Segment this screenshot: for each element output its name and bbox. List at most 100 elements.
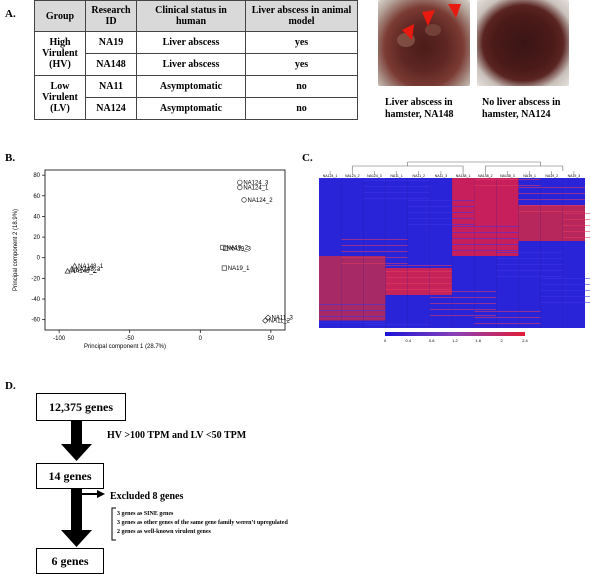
heatmap-row bbox=[540, 284, 590, 285]
x-axis-label: Principal component 1 (28.7%) bbox=[84, 344, 166, 350]
column-label: NA11_3 bbox=[435, 174, 447, 178]
panel-label-b: B. bbox=[5, 152, 16, 164]
point-label: NA148_3 bbox=[75, 267, 101, 273]
point-label: NA148_1 bbox=[78, 264, 104, 270]
point-label: NA124_3 bbox=[243, 180, 269, 186]
scale-tick-label: 0 bbox=[384, 338, 387, 343]
heatmap-block bbox=[385, 268, 452, 295]
heatmap-row bbox=[341, 245, 408, 246]
down-arrow-shaft bbox=[71, 420, 82, 446]
down-arrow-shaft bbox=[71, 488, 82, 532]
panel-label-a: A. bbox=[5, 8, 16, 20]
liver-abscess-photo bbox=[378, 0, 470, 86]
data-point bbox=[71, 262, 78, 269]
heatmap-row bbox=[429, 315, 497, 316]
heatmap-row bbox=[319, 304, 386, 305]
heatmap-row bbox=[496, 264, 563, 265]
scale-tick-label: 1.2 bbox=[452, 338, 458, 343]
point-label: NA19_1 bbox=[228, 266, 250, 272]
red-arrow bbox=[448, 4, 461, 18]
data-point bbox=[223, 245, 229, 252]
heatmap-row bbox=[562, 237, 590, 238]
y-axis-label: Principal component 2 (18.9%) bbox=[13, 209, 19, 291]
heatmap-row bbox=[363, 324, 430, 325]
column-label: NA19_2 bbox=[545, 174, 558, 178]
heatmap-row bbox=[319, 178, 386, 179]
column-label: NA148_2 bbox=[478, 174, 493, 178]
data-point bbox=[220, 244, 226, 250]
heatmap-row bbox=[474, 185, 541, 186]
heatmap-row bbox=[474, 311, 541, 312]
heatmap-row bbox=[540, 302, 590, 303]
column-label: NA124_2 bbox=[345, 174, 360, 178]
scale-tick-label: 2.4 bbox=[522, 338, 528, 343]
heatmap-row bbox=[407, 200, 475, 201]
heatmap-row bbox=[496, 258, 563, 259]
heatmap-row bbox=[407, 224, 475, 225]
heatmap-row bbox=[540, 290, 590, 291]
heatmap-row bbox=[474, 323, 541, 324]
row-status: Asymptomatic bbox=[136, 97, 246, 120]
heatmap-row bbox=[385, 283, 452, 284]
heatmap-row bbox=[452, 232, 519, 233]
header-animal-model: Liver abscess in animal model bbox=[245, 0, 358, 32]
scale-tick-label: 1.6 bbox=[476, 338, 482, 343]
heatmap-row bbox=[452, 244, 519, 245]
y-tick-label: -20 bbox=[31, 276, 40, 282]
excluded-label: Excluded 8 genes bbox=[110, 491, 184, 502]
group-lv: Low Virulent (LV) bbox=[34, 75, 86, 120]
point-label: NA124_1 bbox=[243, 186, 269, 192]
data-point bbox=[68, 265, 75, 272]
reason-line: 3 genes as other genes of the same gene … bbox=[117, 520, 288, 526]
heatmap-row bbox=[407, 218, 475, 219]
column-label: NA11_2 bbox=[413, 174, 425, 178]
scale-tick-label: 0.8 bbox=[429, 338, 435, 343]
heatmap-row bbox=[341, 263, 408, 264]
header-group: Group bbox=[34, 0, 86, 32]
color-scale-bar bbox=[385, 332, 525, 336]
reasons-bracket bbox=[111, 507, 116, 541]
heatmap-row bbox=[540, 296, 590, 297]
heatmap-row bbox=[452, 250, 519, 251]
mid-genes-box: 14 genes bbox=[36, 463, 104, 489]
heatmap-row bbox=[363, 186, 430, 187]
heatmap-row bbox=[496, 276, 563, 277]
heatmap-block bbox=[319, 256, 386, 321]
expression-heatmap: NA124_1 NA124_2 NA124_3 NA11_1 NA11_2 NA11_3 N… bbox=[319, 161, 590, 343]
y-tick-label: 60 bbox=[33, 194, 40, 200]
heatmap-row bbox=[518, 211, 585, 212]
heatmap-row bbox=[319, 322, 386, 323]
red-arrow bbox=[402, 24, 414, 40]
y-tick-label: -40 bbox=[31, 297, 40, 303]
heatmap-block bbox=[452, 178, 519, 256]
heatmap-row bbox=[319, 316, 386, 317]
heatmap-row bbox=[407, 206, 475, 207]
heatmap-row bbox=[341, 239, 408, 240]
heatmap-row bbox=[363, 192, 430, 193]
scale-tick-label: 0.4 bbox=[406, 338, 412, 343]
panel-label-d: D. bbox=[5, 380, 16, 392]
heatmap-row bbox=[518, 205, 585, 206]
data-point bbox=[237, 184, 243, 191]
heatmap-row bbox=[452, 226, 519, 227]
red-arrow bbox=[422, 10, 435, 26]
column-label: NA124_3 bbox=[367, 174, 382, 178]
heatmap-row bbox=[341, 257, 408, 258]
heatmap-row bbox=[518, 193, 585, 194]
heatmap-row bbox=[474, 317, 541, 318]
heatmap-row bbox=[319, 310, 386, 311]
data-point bbox=[221, 265, 227, 271]
point-label: NA148_2 bbox=[71, 269, 97, 275]
point-label: NA19_3 bbox=[229, 246, 251, 252]
side-arrow-head bbox=[97, 490, 105, 498]
heatmap-row bbox=[429, 297, 497, 298]
data-point bbox=[241, 197, 247, 203]
exclusion-reasons: 3 genes as SINE genes 3 genes as other g… bbox=[117, 510, 288, 537]
point-label: NA124_2 bbox=[248, 198, 274, 204]
y-tick-label: 20 bbox=[33, 235, 40, 241]
scale-tick-label: 2 bbox=[501, 338, 504, 343]
header-research-id: Research ID bbox=[85, 0, 137, 32]
heatmap-row bbox=[429, 309, 497, 310]
data-point bbox=[262, 317, 269, 324]
heatmap-row bbox=[496, 270, 563, 271]
